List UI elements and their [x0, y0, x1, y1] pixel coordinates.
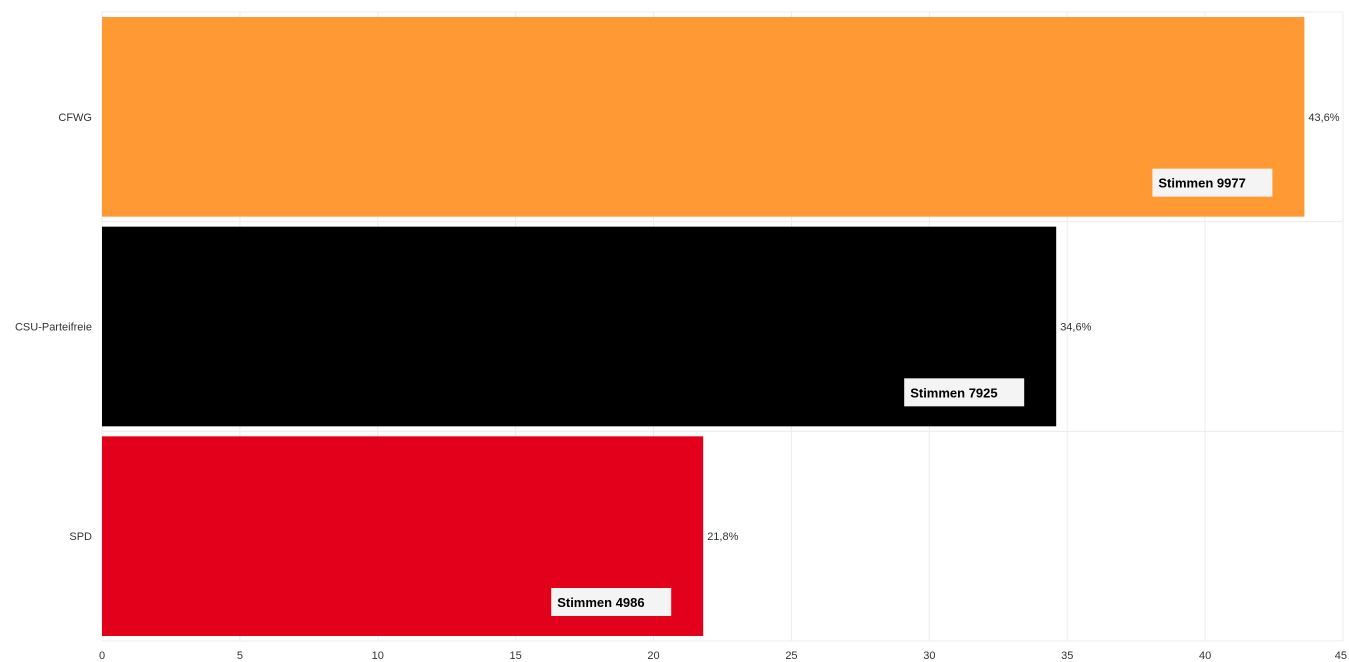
x-tick-label-5: 5: [237, 650, 243, 662]
value-label-spd: 21,8%: [707, 531, 738, 543]
x-tick-label-15: 15: [510, 650, 522, 662]
value-label-cfwg: 43,6%: [1308, 112, 1339, 124]
x-tick-label-0: 0: [99, 650, 105, 662]
votes-box-csu-parteifreie: [904, 378, 1025, 407]
votes-label-cfwg: Stimmen 9977: [1158, 176, 1245, 191]
x-tick-label-40: 40: [1199, 650, 1211, 662]
votes-label-spd: Stimmen 4986: [557, 595, 644, 610]
x-tick-label-20: 20: [647, 650, 659, 662]
x-tick-label-10: 10: [372, 650, 384, 662]
x-axis: 0 5 10 15 20 25 30 35 40 45: [99, 650, 1347, 662]
votes-box-spd: [551, 588, 672, 616]
category-label-cfwg: CFWG: [58, 112, 92, 124]
category-label-spd: SPD: [69, 531, 92, 543]
votes-box-cfwg: [1152, 168, 1273, 197]
bar-cfwg: [102, 17, 1305, 217]
category-label-csu-parteifreie: CSU-Parteifreie: [15, 322, 92, 334]
x-tick-label-45: 45: [1335, 650, 1347, 662]
label-layer: CFWG 43,6% Stimmen 9977 CSU-Parteifreie 34,6…: [15, 112, 1340, 616]
value-label-csu-parteifreie: 34,6%: [1060, 322, 1091, 334]
x-tick-label-25: 25: [785, 650, 797, 662]
bar-layer: [102, 17, 1305, 636]
x-tick-label-35: 35: [1061, 650, 1073, 662]
votes-label-csu-parteifreie: Stimmen 7925: [910, 385, 997, 400]
bar-csu-parteifreie: [102, 226, 1057, 427]
x-tick-label-30: 30: [923, 650, 935, 662]
